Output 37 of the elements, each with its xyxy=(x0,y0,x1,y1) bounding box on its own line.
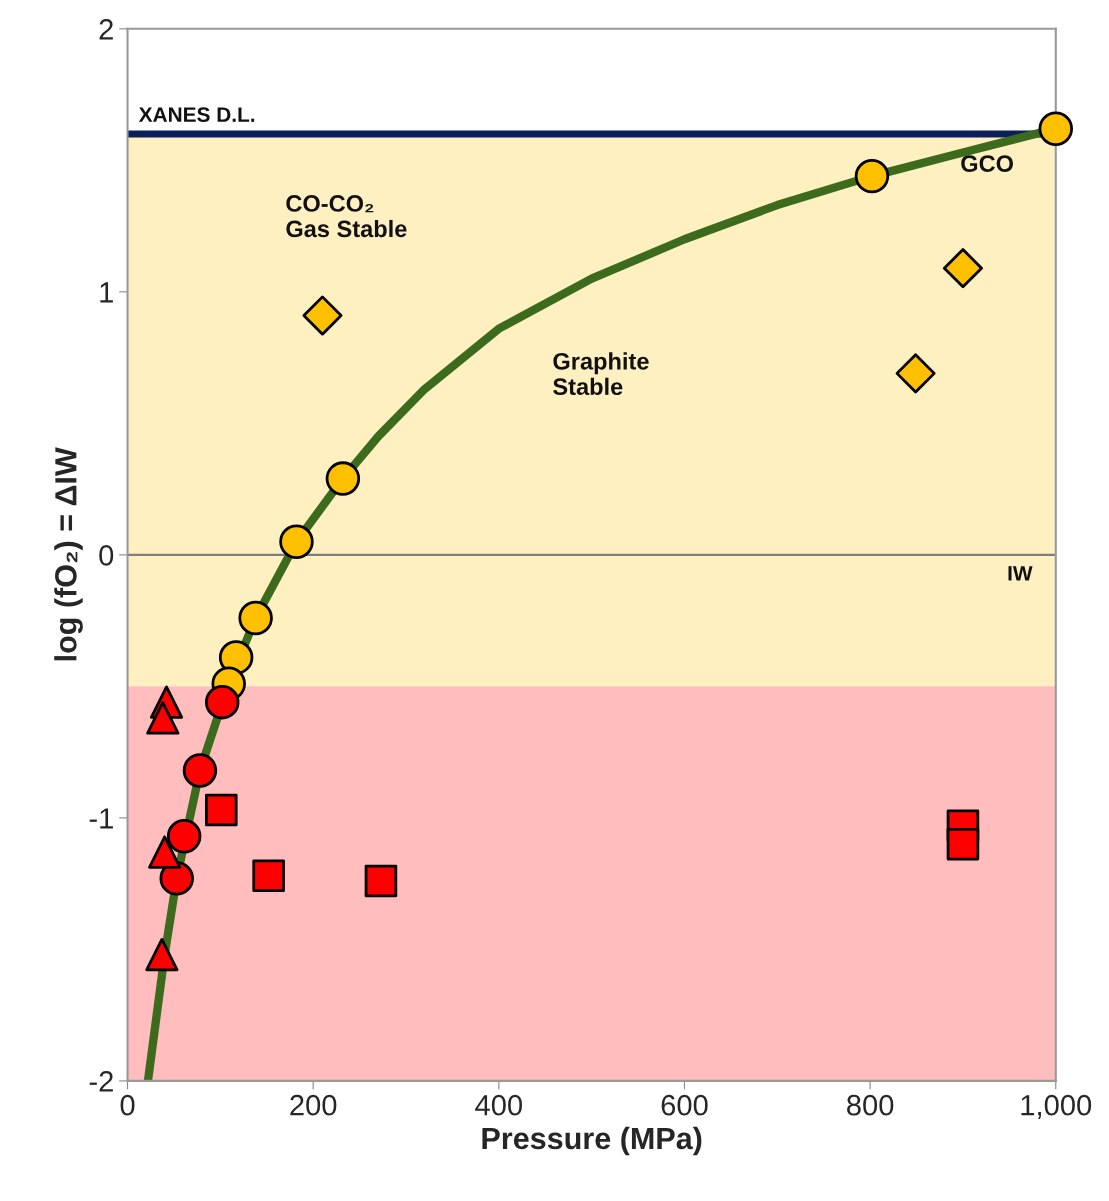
point xyxy=(204,684,240,720)
y-tick-label: 1 xyxy=(100,282,113,303)
point xyxy=(942,248,983,289)
point xyxy=(252,859,285,893)
y-tick-label: 2 xyxy=(99,19,113,40)
point xyxy=(145,938,179,972)
x-tick-label: 400 xyxy=(475,1094,523,1116)
point xyxy=(946,827,980,861)
point xyxy=(302,295,343,336)
point xyxy=(146,701,180,735)
point xyxy=(279,524,314,559)
y-tick-label: 0 xyxy=(99,545,114,566)
x-axis-title: Pressure (MPa) xyxy=(482,1126,702,1156)
point xyxy=(325,461,361,496)
annotation: Graphite Stable xyxy=(553,352,649,396)
point xyxy=(238,600,273,636)
annotation: GCO xyxy=(961,155,1014,172)
point xyxy=(895,353,936,394)
x-tick-label: 200 xyxy=(290,1094,337,1116)
y-tick-label: -2 xyxy=(89,1071,113,1092)
point xyxy=(1038,111,1073,146)
point xyxy=(166,819,202,854)
point xyxy=(148,835,182,869)
point xyxy=(182,753,218,788)
annotation: CO-CO₂ Gas Stable xyxy=(286,195,407,238)
y-tick-label: -1 xyxy=(89,808,113,829)
y-axis-title: log (fO₂) = ΔIW xyxy=(54,447,83,661)
ref-line-label: XANES D.L. xyxy=(138,107,255,123)
x-tick-label: 600 xyxy=(661,1094,708,1116)
point xyxy=(364,864,398,898)
x-tick-label: 800 xyxy=(847,1094,894,1116)
point xyxy=(854,158,890,194)
ref-line-label: IW xyxy=(1008,566,1033,581)
point xyxy=(218,640,254,675)
x-tick-label: 0 xyxy=(120,1094,135,1116)
x-tick-label: 1,000 xyxy=(1021,1094,1092,1119)
point xyxy=(205,793,238,827)
